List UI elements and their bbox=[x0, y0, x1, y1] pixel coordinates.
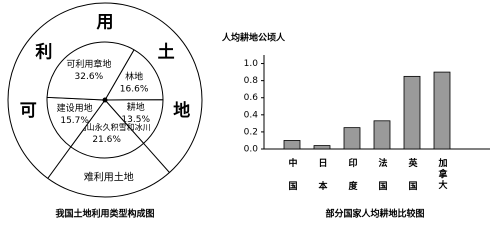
x-tick-label: 加拿大 bbox=[437, 157, 449, 191]
pie-slice bbox=[46, 41, 135, 101]
y-axis-label: 人均耕地公顷人 bbox=[221, 32, 286, 44]
bar bbox=[373, 120, 391, 150]
x-tick-label: 日本 bbox=[317, 158, 328, 204]
y-tick-label: 0.8 bbox=[244, 76, 259, 86]
pie-slice bbox=[104, 49, 164, 101]
ring-char: 土 bbox=[158, 41, 175, 62]
slice-value: 13.5% bbox=[121, 115, 150, 125]
ring-char: 地 bbox=[173, 100, 190, 121]
x-tick-label: 英国 bbox=[407, 157, 419, 204]
ring-divider bbox=[143, 143, 170, 173]
y-tick-label: 0.6 bbox=[244, 93, 259, 103]
bar bbox=[433, 71, 451, 150]
page: 林地 16.6% 耕地 13.5%沙漠石山永久积雪和冰川 21.6% 建设用地 15.7% 可… bbox=[7, 2, 490, 220]
chart-title: 部分国家人均耕地比较图 bbox=[325, 208, 424, 220]
slice-value: 16.6% bbox=[120, 85, 149, 95]
unusable-label: 难利用土地 bbox=[84, 170, 134, 183]
chart-title: 我国土地利用类型构成图 bbox=[55, 208, 154, 220]
slice-label: 可利用章地 bbox=[66, 58, 111, 70]
x-tick-label: 法国 bbox=[377, 157, 388, 204]
bar bbox=[343, 127, 361, 150]
ring-divider bbox=[47, 146, 72, 179]
x-tick-label: 中国 bbox=[287, 157, 298, 204]
x-tick-label: 印度 bbox=[347, 157, 358, 204]
pie-slice bbox=[46, 96, 106, 148]
bar bbox=[403, 75, 421, 150]
outer-circle bbox=[7, 2, 203, 198]
ring-char: 可 bbox=[20, 101, 37, 121]
center-dot bbox=[102, 97, 108, 103]
slice-label: 建设用地 bbox=[57, 102, 93, 114]
ring-char: 用 bbox=[97, 13, 114, 33]
slice-label: 沙漠石山永久积雪和冰川 bbox=[63, 122, 151, 132]
bar bbox=[283, 140, 301, 150]
ring-char: 利 bbox=[35, 41, 52, 62]
slice-label: 林地 bbox=[125, 71, 143, 83]
y-tick-label: 0.4 bbox=[244, 110, 259, 120]
slice-label: 耕地 bbox=[127, 101, 145, 113]
slice-value: 21.6% bbox=[92, 135, 121, 145]
y-tick-label: 1.0 bbox=[244, 59, 259, 69]
slice-value: 15.7% bbox=[60, 116, 89, 126]
pie-slice bbox=[70, 99, 145, 159]
bar bbox=[313, 145, 331, 150]
slice-value: 32.6% bbox=[75, 72, 104, 82]
y-tick-label: 0.2 bbox=[244, 127, 258, 137]
y-tick-label: 0.0 bbox=[244, 145, 259, 155]
